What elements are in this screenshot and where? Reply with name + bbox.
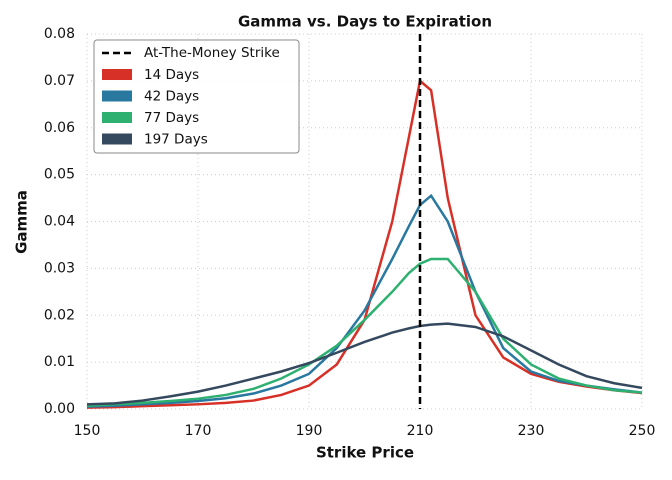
y-tick-label: 0.04: [44, 214, 75, 230]
x-tick-label: 150: [74, 423, 101, 439]
series-line: [86, 257, 643, 407]
x-tick-label: 190: [296, 423, 323, 439]
legend-label: 77 Days: [144, 110, 199, 126]
legend-label: At-The-Money Strike: [144, 45, 280, 61]
legend-swatch: [102, 112, 132, 123]
series-line: [86, 322, 643, 406]
legend-label: 42 Days: [144, 89, 199, 105]
legend-label: 197 Days: [144, 132, 208, 148]
y-axis-label: Gamma: [13, 190, 31, 254]
x-tick-label: 250: [629, 423, 656, 439]
legend-box: [93, 39, 300, 154]
chart-title: Gamma vs. Days to Expiration: [238, 13, 492, 31]
series-line: [86, 78, 643, 409]
legend-swatch: [102, 90, 132, 102]
y-tick-label: 0.07: [44, 73, 75, 89]
x-tick-label: 210: [407, 423, 434, 439]
x-axis-label: Strike Price: [316, 444, 414, 462]
legend-swatch: [102, 69, 132, 80]
legend-label: 14 Days: [144, 67, 199, 83]
y-tick-label: 0.08: [44, 26, 75, 42]
y-tick-label: 0.02: [44, 307, 75, 323]
y-tick-label: 0.05: [44, 167, 75, 183]
y-tick-label: 0.03: [44, 260, 75, 276]
x-tick-label: 170: [185, 423, 212, 439]
y-tick-label: 0.06: [44, 120, 75, 136]
x-tick-label: 230: [518, 423, 545, 439]
series-line: [86, 193, 643, 408]
legend-swatch: [102, 133, 132, 145]
y-tick-label: 0.01: [44, 354, 75, 370]
y-tick-label: 0.00: [44, 401, 75, 417]
